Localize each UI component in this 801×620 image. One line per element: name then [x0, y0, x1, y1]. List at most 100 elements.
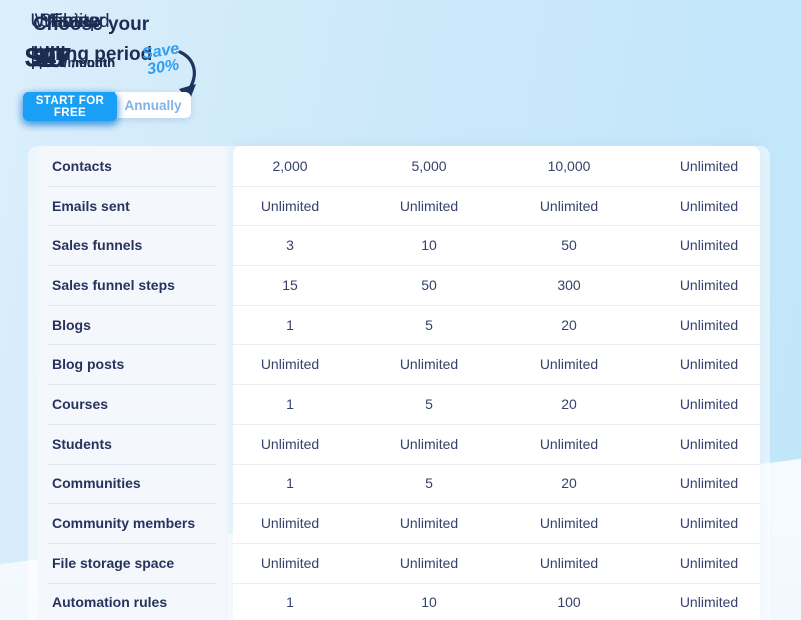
feature-label: Communities: [52, 475, 141, 492]
value-cell: 5: [425, 395, 433, 412]
plan-name: Unlimited: [30, 11, 110, 32]
value-cell: Unlimited: [679, 197, 739, 214]
value-cell: Unlimited: [679, 594, 739, 611]
plan-price: $47/month: [0, 42, 140, 74]
value-cell: Unlimited: [679, 515, 739, 532]
values-grid: 2,000 5,000 10,000 Unlimited Unlimited Unlim…: [233, 146, 760, 620]
value-cell: 3: [286, 237, 294, 254]
value-cell: 50: [561, 237, 577, 254]
feature-row: Emails sent: [38, 185, 228, 226]
value-cell: Unlimited: [260, 356, 320, 373]
start-for-free-button[interactable]: START FOR FREE: [23, 92, 117, 121]
value-cell: Unlimited: [679, 157, 739, 174]
value-row: Unlimited Unlimited Unlimited Unlimited: [233, 185, 760, 226]
feature-label: Community members: [52, 515, 196, 532]
value-row: 1 5 20 Unlimited: [233, 463, 760, 504]
value-cell: Unlimited: [260, 435, 320, 452]
heading-line-1: Choose your: [33, 14, 150, 35]
plan-price-period: /month: [71, 55, 116, 70]
value-cell: 50: [421, 276, 437, 293]
feature-label: Sales funnels: [52, 237, 143, 254]
value-cell: Unlimited: [539, 197, 599, 214]
feature-label: Students: [52, 435, 112, 452]
value-cell: 2,000: [272, 157, 308, 174]
plan-name: Startup: [39, 11, 101, 32]
feature-row: Sales funnels: [38, 225, 228, 265]
value-row: Unlimited Unlimited Unlimited Unlimited: [233, 423, 760, 464]
feature-row: Sales funnel steps: [38, 265, 228, 305]
feature-label: Contacts: [52, 157, 112, 174]
feature-row: Blog posts: [38, 344, 228, 384]
value-row: 1 5 20 Unlimited: [233, 304, 760, 345]
value-cell: Unlimited: [679, 435, 739, 452]
feature-label: Emails sent: [52, 197, 130, 214]
comparison-table: Contacts Emails sent Sales funnels Sales…: [28, 146, 770, 620]
annually-toggle-button[interactable]: Annually: [115, 92, 191, 118]
value-row: Unlimited Unlimited Unlimited Unlimited: [233, 542, 760, 583]
value-row: 3 10 50 Unlimited: [233, 225, 760, 265]
feature-row: Blogs: [38, 304, 228, 345]
feature-label: Blog posts: [52, 356, 125, 373]
value-cell: Unlimited: [679, 316, 739, 333]
value-row: Unlimited Unlimited Unlimited Unlimited: [233, 503, 760, 543]
feature-label: Courses: [52, 395, 109, 412]
value-cell: 10,000: [547, 157, 591, 174]
value-cell: Unlimited: [399, 197, 459, 214]
value-cell: Unlimited: [679, 356, 739, 373]
value-cell: 300: [557, 276, 581, 293]
plan-price: $97/month: [0, 42, 140, 74]
value-cell: Unlimited: [399, 515, 459, 532]
value-row: 1 5 20 Unlimited: [233, 384, 760, 424]
feature-row: Courses: [38, 384, 228, 424]
value-row: 2,000 5,000 10,000 Unlimited: [233, 146, 760, 186]
plan-price-period: /month: [71, 55, 116, 70]
feature-column: Contacts Emails sent Sales funnels Sales…: [38, 146, 228, 620]
value-cell: 1: [286, 395, 294, 412]
value-cell: 100: [557, 594, 581, 611]
value-cell: Unlimited: [679, 237, 739, 254]
plan-price-amount: $0: [32, 42, 64, 73]
value-row: 15 50 300 Unlimited: [233, 265, 760, 305]
value-cell: Unlimited: [399, 554, 459, 571]
value-cell: 20: [561, 395, 577, 412]
value-cell: Unlimited: [539, 554, 599, 571]
feature-label: Sales funnel steps: [52, 276, 175, 293]
plan-column-unlimited: Unlimited $97/month START FOR FREE: [0, 0, 140, 130]
value-cell: Unlimited: [260, 515, 320, 532]
value-cell: Unlimited: [399, 435, 459, 452]
feature-label: File storage space: [52, 554, 175, 571]
plan-price-period: /month: [71, 55, 116, 70]
value-cell: 20: [561, 316, 577, 333]
plan-price-amount: $27: [24, 42, 72, 73]
value-cell: 10: [421, 237, 437, 254]
plan-price-period: /month: [63, 55, 108, 70]
plan-price: $27/month: [0, 42, 140, 74]
feature-row: Students: [38, 423, 228, 464]
plan-price: $0/month: [0, 42, 140, 74]
value-cell: 5: [425, 475, 433, 492]
billing-period-heading: Choose your billing period: [33, 10, 211, 70]
value-cell: Unlimited: [539, 515, 599, 532]
feature-row: Communities: [38, 463, 228, 504]
value-cell: 1: [286, 475, 294, 492]
value-cell: Unlimited: [539, 356, 599, 373]
feature-row: Automation rules: [38, 582, 228, 620]
value-cell: Unlimited: [679, 554, 739, 571]
value-cell: Unlimited: [679, 475, 739, 492]
value-cell: 10: [421, 594, 437, 611]
feature-row: Contacts: [38, 146, 228, 186]
feature-label: Automation rules: [52, 594, 168, 611]
value-cell: Unlimited: [260, 554, 320, 571]
value-cell: Unlimited: [260, 197, 320, 214]
feature-row: Community members: [38, 503, 228, 543]
value-cell: Unlimited: [679, 276, 739, 293]
value-cell: 1: [286, 316, 294, 333]
feature-label: Blogs: [52, 316, 91, 333]
value-cell: 15: [282, 276, 298, 293]
value-row: 1 10 100 Unlimited: [233, 582, 760, 620]
value-cell: 5: [425, 316, 433, 333]
feature-row: File storage space: [38, 542, 228, 583]
value-row: Unlimited Unlimited Unlimited Unlimited: [233, 344, 760, 384]
value-cell: Unlimited: [399, 356, 459, 373]
